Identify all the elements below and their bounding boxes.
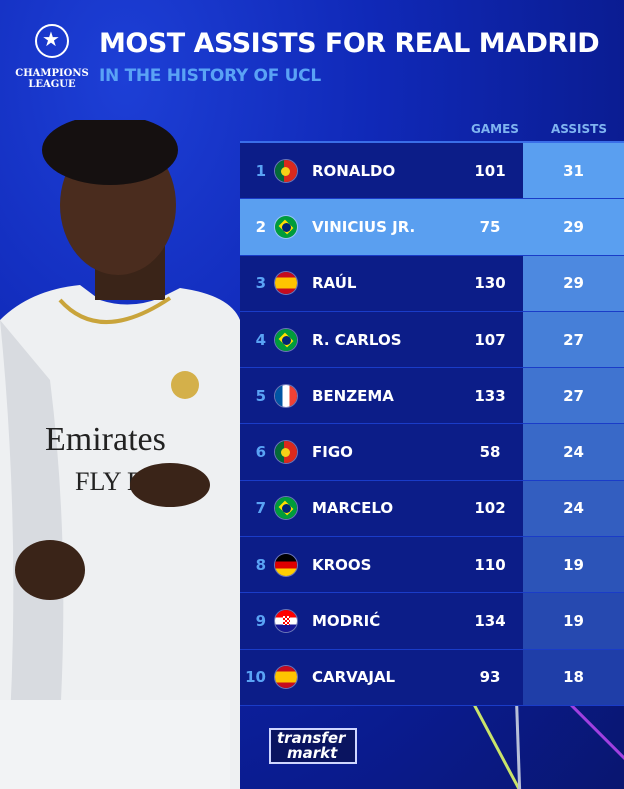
assists-value: 18 xyxy=(523,649,624,705)
logo-text: CHAMPIONS LEAGUE xyxy=(15,68,89,90)
portugal-flag-icon xyxy=(274,440,298,465)
rank: 7 xyxy=(255,499,266,518)
spain-flag-icon xyxy=(274,665,298,690)
player-name: CARVAJAL xyxy=(312,668,396,687)
player-photo: Emirates FLY BE xyxy=(0,120,240,789)
player-name: BENZEMA xyxy=(312,386,394,405)
assists-table: 1 RONALDO 101 31 2 VINICIUS JR. 75 29 3 RA… xyxy=(240,141,624,706)
champions-league-logo: CHAMPIONS LEAGUE xyxy=(14,24,90,90)
croatia-flag-icon xyxy=(274,609,298,634)
decorative-beam xyxy=(568,701,624,768)
player-name: VINICIUS JR. xyxy=(312,217,416,236)
table-row: 6 FIGO 58 24 xyxy=(240,424,624,481)
table-row: 1 RONALDO 101 31 xyxy=(240,143,624,200)
brazil-flag-icon xyxy=(274,214,298,239)
player-name: MARCELO xyxy=(312,499,394,518)
games-value: 133 xyxy=(474,386,506,405)
table-row: 4 R. CARLOS 107 27 xyxy=(240,311,624,369)
rank: 9 xyxy=(255,612,266,631)
games-value: 101 xyxy=(474,161,506,180)
svg-text:Emirates: Emirates xyxy=(45,421,166,458)
table-row: 8 KROOS 110 19 xyxy=(240,537,624,594)
spain-flag-icon xyxy=(274,271,298,296)
rank: 3 xyxy=(255,274,266,293)
rank: 8 xyxy=(255,555,266,574)
assists-value: 19 xyxy=(523,593,624,649)
rank: 1 xyxy=(255,161,266,180)
brazil-flag-icon xyxy=(274,496,298,521)
games-value: 75 xyxy=(479,217,501,236)
games-value: 58 xyxy=(479,443,501,462)
france-flag-icon xyxy=(274,383,298,408)
games-value: 130 xyxy=(474,274,506,293)
table-row: 3 RAÚL 130 29 xyxy=(240,255,624,312)
assists-value: 19 xyxy=(523,537,624,593)
games-value: 107 xyxy=(474,330,506,349)
decorative-beam xyxy=(515,699,522,789)
assists-value: 24 xyxy=(523,480,624,537)
assists-value: 27 xyxy=(523,311,624,368)
logo-line-1: transfer xyxy=(277,729,346,747)
games-value: 93 xyxy=(479,668,501,687)
column-header-games: GAMES xyxy=(471,122,519,136)
assists-value: 31 xyxy=(523,143,624,199)
brazil-flag-icon xyxy=(274,327,298,352)
page-subtitle: IN THE HISTORY OF UCL xyxy=(99,66,321,86)
rank: 4 xyxy=(255,330,266,349)
starball-icon xyxy=(35,24,69,58)
table-row: 10 CARVAJAL 93 18 xyxy=(240,649,624,706)
player-name: FIGO xyxy=(312,443,353,462)
assists-value: 24 xyxy=(523,424,624,480)
player-name: RAÚL xyxy=(312,274,357,293)
player-name: MODRIĆ xyxy=(312,612,381,631)
rank: 2 xyxy=(255,217,266,236)
rank: 5 xyxy=(255,386,266,405)
player-name: RONALDO xyxy=(312,161,396,180)
table-row: 2 VINICIUS JR. 75 29 xyxy=(240,199,624,256)
assists-value: 29 xyxy=(523,199,624,255)
table-row: 7 MARCELO 102 24 xyxy=(240,480,624,538)
player-name: KROOS xyxy=(312,555,372,574)
games-value: 110 xyxy=(474,555,506,574)
games-value: 102 xyxy=(474,499,506,518)
germany-flag-icon xyxy=(274,552,298,577)
rank: 10 xyxy=(245,668,266,687)
table-row: 5 BENZEMA 133 27 xyxy=(240,368,624,425)
rank: 6 xyxy=(255,443,266,462)
assists-value: 29 xyxy=(523,255,624,311)
logo-line-2: markt xyxy=(287,744,338,762)
page-title: MOST ASSISTS FOR REAL MADRID xyxy=(99,28,600,59)
table-row: 9 MODRIĆ 134 19 xyxy=(240,593,624,650)
assists-value: 27 xyxy=(523,368,624,424)
transfermarkt-logo: transfer markt xyxy=(269,728,357,764)
games-value: 134 xyxy=(474,612,506,631)
column-header-assists: ASSISTS xyxy=(551,122,607,136)
player-name: R. CARLOS xyxy=(312,330,402,349)
portugal-flag-icon xyxy=(274,158,298,183)
